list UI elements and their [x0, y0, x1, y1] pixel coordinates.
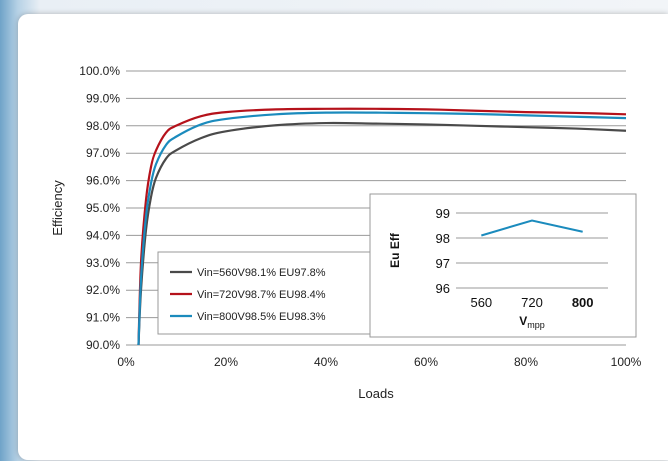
legend-label: Vin=800V98.5% EU98.3% — [197, 311, 326, 323]
inset-y-tick-label: 97 — [436, 256, 450, 271]
main-x-tick-labels: 0% 20% 40% 60% 80% 100% — [117, 355, 641, 369]
y-tick-label: 96.0% — [86, 174, 120, 188]
inset-y-axis-title: Eu Eff — [388, 232, 402, 268]
y-tick-label: 100.0% — [79, 64, 120, 78]
inset-y-tick-labels: 96 97 98 99 — [436, 206, 450, 296]
inset-y-tick-label: 96 — [436, 281, 450, 296]
series-line-1 — [137, 121, 627, 346]
inset-y-tick-label: 99 — [436, 206, 450, 221]
inset-x-tick-label: 800 — [572, 295, 594, 310]
y-axis-title: Efficiency — [50, 180, 65, 236]
inset-x-axis-title: Vmpp — [519, 314, 545, 330]
x-axis-title: Loads — [358, 386, 394, 401]
y-tick-label: 99.0% — [86, 91, 120, 105]
inset-y-tick-label: 98 — [436, 231, 450, 246]
chart-card: 90.0% 91.0% 92.0% 93.0% 94.0% 95.0% 96.0% 97.0%… — [18, 14, 668, 460]
x-tick-label: 40% — [314, 355, 338, 369]
y-tick-label: 93.0% — [86, 256, 120, 270]
x-tick-label: 20% — [214, 355, 238, 369]
main-series-lines — [137, 107, 627, 346]
main-y-tick-labels: 90.0% 91.0% 92.0% 93.0% 94.0% 95.0% 96.0% 97.0%… — [79, 64, 120, 352]
y-tick-label: 90.0% — [86, 338, 120, 352]
legend: Vin=560V98.1% EU97.8% Vin=720V98.7% EU98.… — [157, 251, 371, 335]
inset-x-tick-labels: 560 720 800 — [470, 295, 593, 310]
y-tick-label: 98.0% — [86, 119, 120, 133]
inset-box — [369, 193, 637, 338]
legend-label: Vin=560V98.1% EU97.8% — [197, 267, 326, 279]
inset-chart: 96 97 98 99 560 720 800 Eu Eff Vmpp — [369, 193, 637, 338]
x-tick-label: 0% — [117, 355, 135, 369]
legend-box — [157, 251, 371, 335]
inset-series-line-1 — [481, 219, 583, 237]
x-tick-label: 60% — [414, 355, 438, 369]
y-tick-label: 94.0% — [86, 228, 120, 242]
y-tick-label: 92.0% — [86, 283, 120, 297]
y-tick-label: 97.0% — [86, 146, 120, 160]
y-tick-label: 91.0% — [86, 311, 120, 325]
inset-x-tick-label: 720 — [521, 295, 543, 310]
legend-label: Vin=720V98.7% EU98.4% — [197, 289, 326, 301]
series-line-3 — [137, 111, 627, 346]
efficiency-chart: 90.0% 91.0% 92.0% 93.0% 94.0% 95.0% 96.0% 97.0%… — [50, 64, 642, 401]
inset-x-axis-title-sub: mpp — [527, 320, 545, 330]
y-tick-label: 95.0% — [86, 201, 120, 215]
inset-x-tick-label: 560 — [470, 295, 492, 310]
inset-series-line — [481, 219, 583, 237]
inset-gridlines — [456, 212, 608, 289]
x-tick-label: 80% — [514, 355, 538, 369]
series-line-2 — [137, 107, 627, 346]
x-tick-label: 100% — [611, 355, 642, 369]
inset-x-axis-title-main: V — [519, 314, 527, 328]
